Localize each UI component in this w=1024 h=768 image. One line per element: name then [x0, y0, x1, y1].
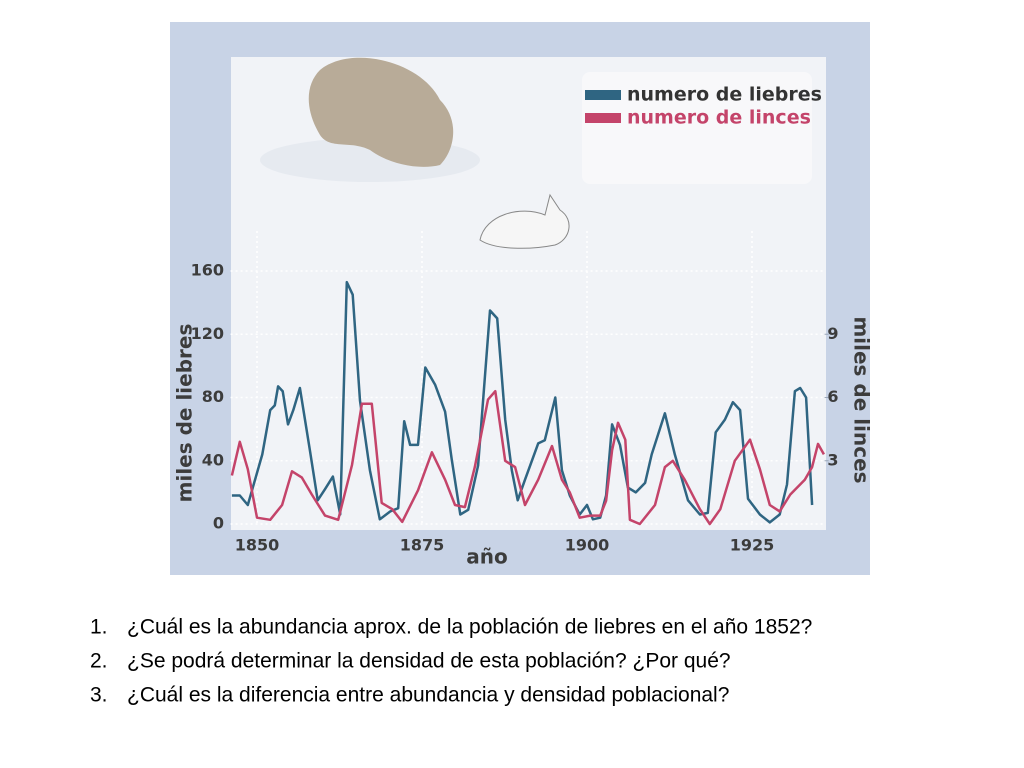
y2-axis-label: miles de linces — [850, 316, 874, 483]
x-axis-label: año — [466, 545, 507, 569]
y-tick-label: 160 — [191, 261, 224, 280]
question: ¿Cuál es la diferencia entre abundancia … — [127, 684, 729, 707]
y-axis-label: miles de liebres — [173, 324, 197, 503]
x-tick-label: 1850 — [235, 536, 280, 555]
x-tick-label: 1900 — [565, 536, 610, 555]
question-number: 2. — [90, 650, 108, 673]
hare-illustration — [479, 193, 570, 249]
question-number: 1. — [90, 616, 108, 639]
x-tick-label: 1875 — [400, 536, 445, 555]
legend-label: numero de linces — [627, 107, 811, 129]
y-tick-label: 80 — [202, 387, 224, 406]
question: ¿Cuál es la abundancia aprox. de la pobl… — [127, 616, 812, 639]
y-tick-label: 40 — [202, 450, 224, 469]
y-tick-label: 0 — [213, 514, 224, 533]
question: ¿Se podrá determinar la densidad de esta… — [127, 650, 731, 673]
lynx-illustration — [308, 57, 454, 167]
series-line — [231, 280, 814, 524]
legend-swatch — [585, 113, 621, 123]
legend-swatch — [585, 90, 621, 100]
legend-box — [582, 72, 812, 184]
legend-label: numero de liebres — [627, 84, 822, 106]
question-number: 3. — [90, 684, 108, 707]
y2-tick-label: 3 — [827, 450, 838, 469]
y-tick-label: 120 — [191, 324, 224, 343]
y2-tick-label: 6 — [827, 387, 838, 406]
series-line — [230, 389, 825, 526]
x-tick-label: 1925 — [730, 536, 775, 555]
y2-tick-label: 9 — [827, 324, 838, 343]
